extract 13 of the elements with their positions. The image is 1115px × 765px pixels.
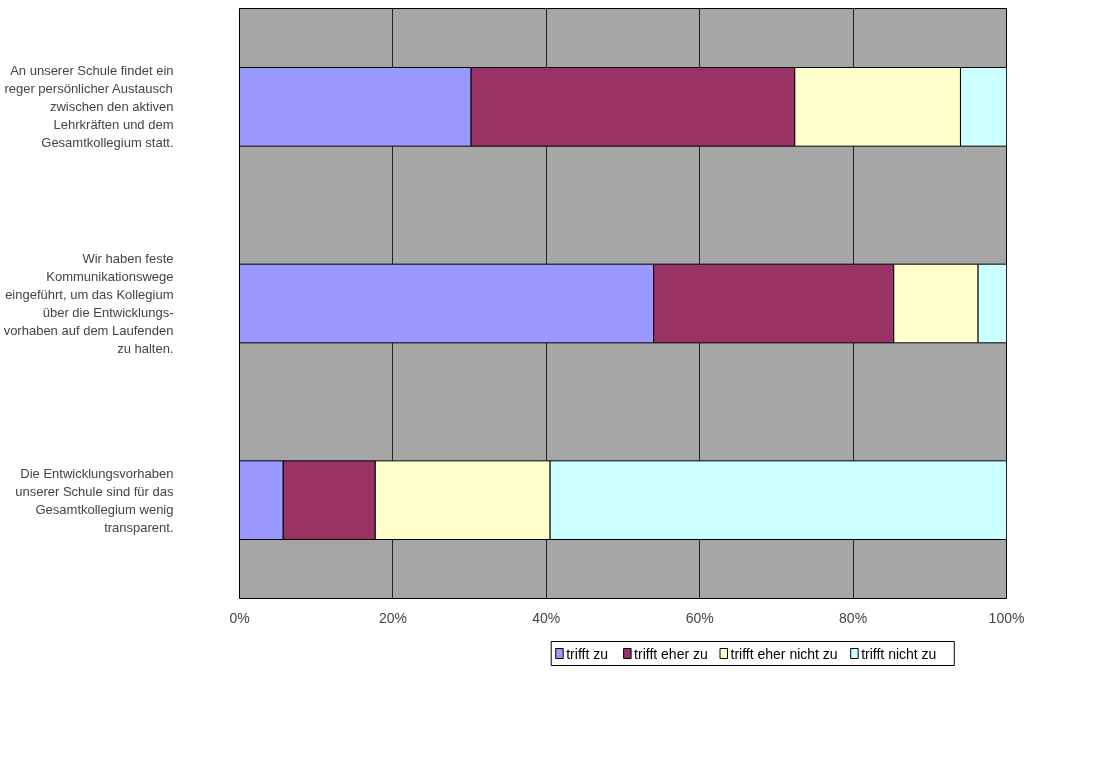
x-tick-label: 80% <box>839 609 868 626</box>
y-tick-label: Die Entwicklungsvorhaben unserer Schule sind für das Gesamtkollegium wenig transparent. <box>15 465 174 535</box>
x-tick-label: 60% <box>685 609 714 626</box>
y-tick-label: An unserer Schule findet ein reger persönlicher Austausch zwischen den aktiven Lehrkräften und dem Gesamtkollegium statt. <box>4 63 174 151</box>
x-tick-label: 40% <box>532 609 561 626</box>
x-tick-label: 0% <box>229 609 250 626</box>
x-tick-label: 20% <box>378 609 407 626</box>
legend-label: trifft zu <box>566 645 608 662</box>
y-tick-label: Wir haben feste Kommunikationswege eingeführt, um das Kollegium über die Entwicklungs-vorhaben auf dem Laufenden zu halten. <box>3 251 174 356</box>
legend-label: trifft eher nicht zu <box>730 645 838 662</box>
x-tick-label: 100% <box>988 609 1025 626</box>
legend-label: trifft eher zu <box>634 645 708 662</box>
legend-label: trifft nicht zu <box>861 645 937 662</box>
